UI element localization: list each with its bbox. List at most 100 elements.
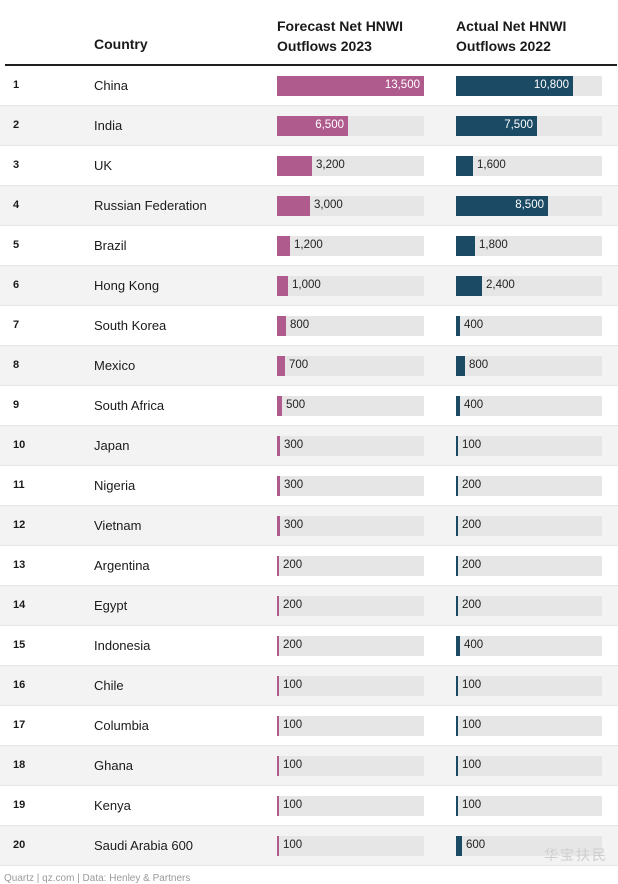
rank-number: 15 bbox=[13, 639, 26, 651]
country-name: Kenya bbox=[94, 798, 131, 813]
rank-number: 8 bbox=[13, 359, 20, 371]
forecast-value-label: 1,200 bbox=[294, 239, 323, 251]
actual-value-label: 8,500 bbox=[515, 199, 544, 211]
rank-number: 9 bbox=[13, 399, 20, 411]
country-name: Columbia bbox=[94, 718, 149, 733]
actual-value-label: 100 bbox=[462, 679, 482, 691]
forecast-track: 800 bbox=[277, 316, 424, 336]
actual-value-label: 200 bbox=[462, 599, 482, 611]
actual-track: 1,600 bbox=[456, 156, 602, 176]
table-row: 12 Vietnam 300 200 bbox=[0, 506, 618, 546]
actual-track: 200 bbox=[456, 596, 602, 616]
country-name: South Korea bbox=[94, 318, 167, 333]
forecast-bar bbox=[277, 196, 310, 216]
table-row: 2 India 6,500 7,500 bbox=[0, 106, 618, 146]
forecast-value-label: 100 bbox=[283, 839, 303, 851]
actual-bar bbox=[456, 516, 458, 536]
forecast-track: 300 bbox=[277, 476, 424, 496]
forecast-track: 500 bbox=[277, 396, 424, 416]
forecast-bar bbox=[277, 236, 290, 256]
forecast-value-label: 100 bbox=[283, 679, 303, 691]
table-row: 8 Mexico 700 800 bbox=[0, 346, 618, 386]
country-name: Ghana bbox=[94, 758, 134, 773]
forecast-value-label: 300 bbox=[284, 519, 304, 531]
rank-number: 16 bbox=[13, 679, 26, 691]
country-name: Chile bbox=[94, 678, 124, 693]
table-row: 18 Ghana 100 100 bbox=[0, 746, 618, 786]
forecast-track: 1,200 bbox=[277, 236, 424, 256]
rank-number: 10 bbox=[13, 439, 26, 451]
actual-track: 100 bbox=[456, 716, 602, 736]
actual-value-label: 1,600 bbox=[477, 159, 506, 171]
actual-track: 1,800 bbox=[456, 236, 602, 256]
actual-bar bbox=[456, 76, 573, 96]
actual-bar bbox=[456, 836, 462, 856]
rank-number: 1 bbox=[13, 79, 20, 91]
rank-number: 2 bbox=[13, 119, 20, 131]
actual-bar bbox=[456, 596, 458, 616]
rank-number: 14 bbox=[13, 599, 26, 611]
forecast-track: 100 bbox=[277, 756, 424, 776]
country-name: China bbox=[94, 78, 128, 93]
rank-number: 3 bbox=[13, 159, 20, 171]
forecast-value-label: 200 bbox=[283, 559, 303, 571]
actual-bar bbox=[456, 676, 458, 696]
forecast-bar bbox=[277, 316, 286, 336]
actual-track: 200 bbox=[456, 476, 602, 496]
actual-bar bbox=[456, 636, 460, 656]
table-row: 3 UK 3,200 1,600 bbox=[0, 146, 618, 186]
table-row: 7 South Korea 800 400 bbox=[0, 306, 618, 346]
rank-number: 18 bbox=[13, 759, 26, 771]
actual-bar bbox=[456, 716, 458, 736]
rank-number: 13 bbox=[13, 559, 26, 571]
table-row: 17 Columbia 100 100 bbox=[0, 706, 618, 746]
actual-track: 400 bbox=[456, 316, 602, 336]
actual-value-label: 10,800 bbox=[533, 79, 569, 91]
country-name: Nigeria bbox=[94, 478, 136, 493]
table-row: 15 Indonesia 200 400 bbox=[0, 626, 618, 666]
table-row: 14 Egypt 200 200 bbox=[0, 586, 618, 626]
forecast-track: 6,500 bbox=[277, 116, 424, 136]
actual-value-label: 100 bbox=[462, 799, 482, 811]
actual-value-label: 2,400 bbox=[486, 279, 515, 291]
country-name: Brazil bbox=[94, 238, 127, 253]
forecast-track: 13,500 bbox=[277, 76, 424, 96]
country-name: South Africa bbox=[94, 398, 165, 413]
actual-value-label: 400 bbox=[464, 319, 484, 331]
country-column-header: Country bbox=[94, 36, 148, 52]
forecast-track: 3,200 bbox=[277, 156, 424, 176]
rank-number: 12 bbox=[13, 519, 26, 531]
chart-rows: 1 China 13,500 10,800 2 India 6,500 7,500 3 UK 3,2… bbox=[0, 66, 618, 866]
actual-value-label: 1,800 bbox=[479, 239, 508, 251]
forecast-value-label: 100 bbox=[283, 799, 303, 811]
actual-bar bbox=[456, 316, 460, 336]
actual-value-label: 100 bbox=[462, 439, 482, 451]
table-row: 4 Russian Federation 3,000 8,500 bbox=[0, 186, 618, 226]
forecast-value-label: 3,000 bbox=[314, 199, 343, 211]
table-row: 6 Hong Kong 1,000 2,400 bbox=[0, 266, 618, 306]
forecast-bar bbox=[277, 116, 348, 136]
table-row: 1 China 13,500 10,800 bbox=[0, 66, 618, 106]
forecast-value-label: 6,500 bbox=[315, 119, 344, 131]
rank-number: 5 bbox=[13, 239, 20, 251]
source-footer: Quartz | qz.com | Data: Henley & Partner… bbox=[4, 873, 191, 884]
forecast-bar bbox=[277, 516, 280, 536]
forecast-bar bbox=[277, 676, 279, 696]
forecast-track: 100 bbox=[277, 836, 424, 856]
forecast-value-label: 700 bbox=[289, 359, 309, 371]
table-row: 11 Nigeria 300 200 bbox=[0, 466, 618, 506]
table-row: 13 Argentina 200 200 bbox=[0, 546, 618, 586]
country-name: Japan bbox=[94, 438, 130, 453]
forecast-value-label: 200 bbox=[283, 599, 303, 611]
rank-number: 17 bbox=[13, 719, 26, 731]
table-row: 9 South Africa 500 400 bbox=[0, 386, 618, 426]
forecast-track: 200 bbox=[277, 556, 424, 576]
table-row: 10 Japan 300 100 bbox=[0, 426, 618, 466]
forecast-value-label: 800 bbox=[290, 319, 310, 331]
actual-track: 100 bbox=[456, 436, 602, 456]
forecast-track: 700 bbox=[277, 356, 424, 376]
actual-track: 400 bbox=[456, 396, 602, 416]
actual-value-label: 800 bbox=[469, 359, 489, 371]
forecast-track: 200 bbox=[277, 636, 424, 656]
actual-value-label: 100 bbox=[462, 719, 482, 731]
